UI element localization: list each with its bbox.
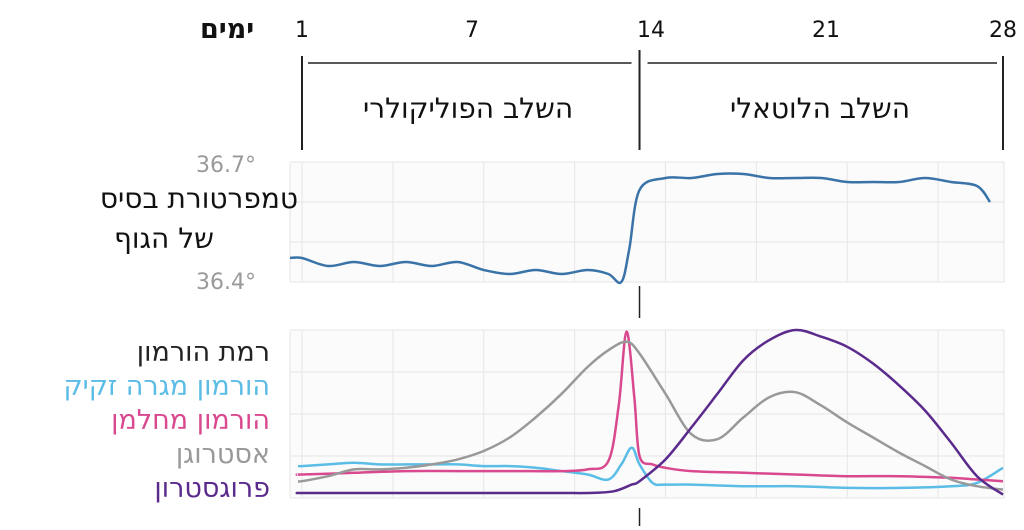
legend-progesterone: פרוגסטרון [154, 473, 270, 504]
temperature-line [289, 172, 992, 285]
luteal-phase-label: השלב הלוטאלי [730, 92, 911, 125]
temperature-label-line1: טמפרטורת בסיס [99, 182, 298, 215]
phase-brackets [301, 50, 1004, 526]
hormone-legend: רמת הורמון הורמון מגרה זקיק הורמון מחלמן… [64, 336, 271, 506]
tick-day-1: 1 [295, 18, 309, 43]
temperature-label-line2: של הגוף [113, 222, 214, 255]
tick-day-28: 28 [989, 18, 1017, 43]
grid [289, 161, 1005, 499]
temp-min-label: 36.4° [196, 270, 256, 295]
hormone-title: רמת הורמון [136, 337, 270, 368]
legend-estrogen: אסטרוגן [175, 439, 270, 470]
tick-day-14: 14 [637, 18, 665, 43]
temp-max-label: 36.7° [196, 153, 256, 178]
progesterone-line [295, 328, 1004, 496]
series [289, 172, 1004, 496]
lh-line [295, 330, 1004, 483]
estrogen-line [296, 340, 1004, 491]
days-label: ימים [200, 14, 255, 45]
legend-fsh: הורמון מגרה זקיק [63, 371, 271, 402]
follicular-phase-label: השלב הפוליקולרי [363, 92, 574, 125]
tick-day-21: 21 [812, 18, 840, 43]
legend-lh: הורמון מחלמן [111, 405, 270, 436]
fsh-line [297, 446, 1004, 490]
tick-day-7: 7 [465, 18, 479, 43]
